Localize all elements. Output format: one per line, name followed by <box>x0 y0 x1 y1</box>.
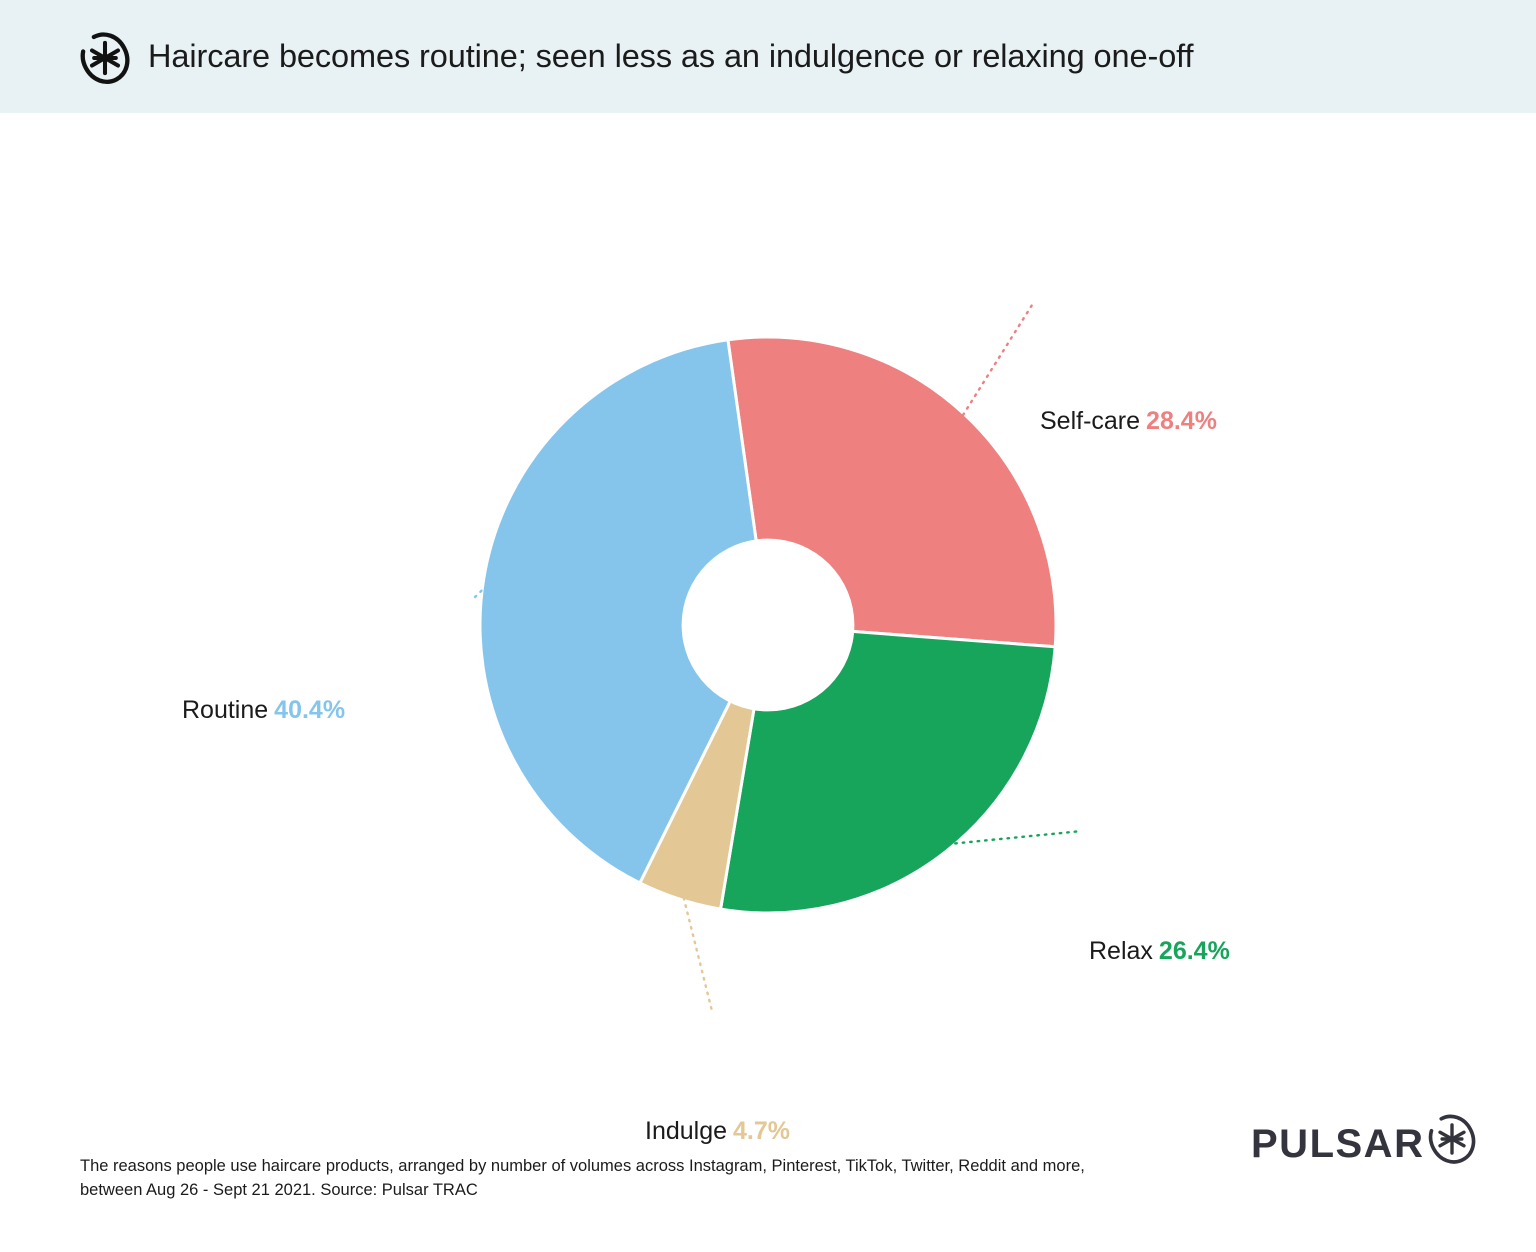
slice-label-relax: Relax 26.4% <box>1089 937 1230 966</box>
pulsar-asterisk-icon <box>1429 1114 1476 1164</box>
footer: The reasons people use haircare products… <box>0 1114 1536 1252</box>
slice-label-value: 26.4% <box>1158 937 1230 965</box>
slice-label-value: 28.4% <box>1146 407 1217 435</box>
donut-hole <box>681 538 855 712</box>
leader-lines <box>470 303 1084 1013</box>
slice-label-self-care: Self-care 28.4% <box>1040 407 1217 436</box>
pulsar-logo: PULSAR <box>1251 1114 1478 1167</box>
footer-source-note: The reasons people use haircare products… <box>80 1155 1220 1203</box>
page-title: Haircare becomes routine; seen less as a… <box>148 38 1194 74</box>
footer-note-line1: The reasons people use haircare products… <box>80 1157 1085 1175</box>
slice-label-name: Indulge <box>645 1117 728 1145</box>
slice-label-name: Routine <box>182 696 269 724</box>
leader-line-self-care <box>957 303 1034 423</box>
pie-slice-routine[interactable] <box>478 338 770 885</box>
header-band: Haircare becomes routine; seen less as a… <box>0 0 1536 113</box>
slice-label-name: Self-care <box>1040 407 1141 435</box>
slice-label-indulge: Indulge 4.7% <box>645 1117 790 1146</box>
pie-slices <box>478 335 1058 915</box>
footer-note-line2: between Aug 26 - Sept 21 2021. Source: P… <box>80 1180 478 1199</box>
pulsar-wordmark: PULSAR <box>1251 1122 1425 1166</box>
donut-chart-svg <box>470 303 1084 1013</box>
donut-chart: Self-care 28.4% Routine 40.4% Relax 26.4% I… <box>0 113 1536 1145</box>
leader-line-routine <box>470 579 494 602</box>
slice-label-value: 4.7% <box>733 1117 791 1145</box>
slice-label-value: 40.4% <box>274 696 346 724</box>
leader-line-indulge <box>680 889 714 1013</box>
pulsar-asterisk-icon <box>80 31 130 84</box>
leader-line-relax <box>939 829 1084 847</box>
slice-label-routine: Routine 40.4% <box>182 696 345 725</box>
slice-label-name: Relax <box>1089 937 1153 965</box>
